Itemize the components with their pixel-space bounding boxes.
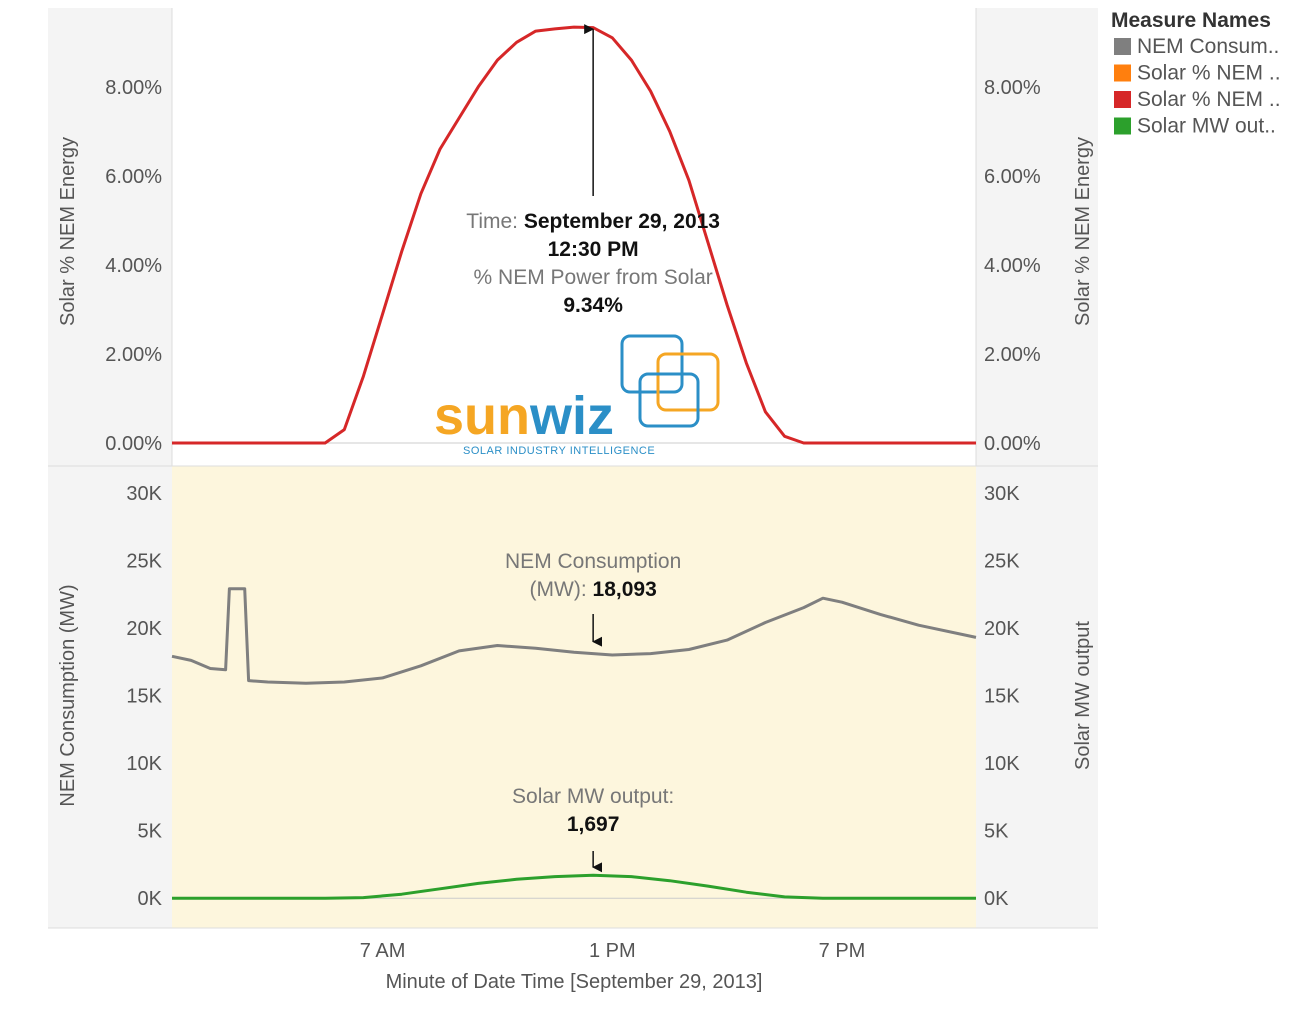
top-right-axis-title: Solar % NEM Energy bbox=[1072, 137, 1094, 326]
logo-text-wiz: wiz bbox=[529, 386, 614, 446]
top-left-tick-label: 2.00% bbox=[105, 344, 162, 366]
bottom-right-tick-label: 15K bbox=[984, 686, 1020, 708]
x-tick-label: 1 PM bbox=[589, 940, 636, 962]
x-tick-label: 7 AM bbox=[360, 940, 406, 962]
bottom-right-tick-label: 20K bbox=[984, 618, 1020, 640]
bottom-left-axis-title: NEM Consumption (MW) bbox=[57, 584, 79, 806]
annotation-metric-value: 9.34% bbox=[563, 294, 623, 317]
top-left-tick-label: 4.00% bbox=[105, 255, 162, 277]
bottom-right-axis-title: Solar MW output bbox=[1072, 621, 1094, 770]
bottom-left-tick-label: 10K bbox=[126, 753, 162, 775]
legend-swatch bbox=[1114, 38, 1131, 55]
bottom-right-tick-label: 10K bbox=[984, 753, 1020, 775]
bottom-left-tick-label: 30K bbox=[126, 483, 162, 505]
series-line bbox=[172, 873, 976, 900]
bottom-left-tick-label: 0K bbox=[138, 888, 163, 910]
legend-swatch bbox=[1114, 91, 1131, 108]
annotation-solar-value: 1,697 bbox=[567, 813, 620, 836]
annotation-consumption-value: 18,093 bbox=[593, 578, 657, 601]
annotations: Time: September 29, 2013 12:30 PM % NEM Po… bbox=[466, 24, 720, 873]
sunwiz-logo: sunwiz SOLAR INDUSTRY INTELLIGENCE bbox=[434, 334, 720, 457]
bottom-left-tick-label: 15K bbox=[126, 686, 162, 708]
bottom-left-tick-label: 20K bbox=[126, 618, 162, 640]
legend-item-label[interactable]: Solar % NEM .. bbox=[1137, 62, 1281, 85]
top-left-tick-label: 6.00% bbox=[105, 166, 162, 188]
legend-item-label[interactable]: NEM Consum.. bbox=[1137, 35, 1279, 58]
legend-swatch bbox=[1114, 64, 1131, 82]
top-left-tick-label: 8.00% bbox=[105, 77, 162, 99]
axis-titles: Solar % NEM Energy Solar % NEM Energy NEM … bbox=[57, 137, 1094, 993]
annotation-time: Time: September 29, 2013 bbox=[466, 210, 720, 233]
logo-text: sunwiz bbox=[434, 386, 614, 446]
annotation-solar-label: Solar MW output: bbox=[512, 785, 674, 808]
logo-square-blue-2 bbox=[638, 372, 700, 428]
top-right-tick-label: 6.00% bbox=[984, 166, 1041, 188]
annotation-consumption-label: NEM Consumption bbox=[505, 550, 681, 573]
bottom-right-tick-label: 0K bbox=[984, 888, 1009, 910]
top-right-tick-label: 4.00% bbox=[984, 255, 1041, 277]
series-lines bbox=[171, 25, 977, 900]
logo-square-orange bbox=[656, 352, 720, 412]
annotation-clock-value: 12:30 PM bbox=[548, 238, 639, 261]
bottom-left-tick-label: 25K bbox=[126, 550, 162, 572]
top-left-axis-title: Solar % NEM Energy bbox=[57, 137, 79, 326]
x-axis-title: Minute of Date Time [September 29, 2013] bbox=[386, 971, 763, 993]
legend-title: Measure Names bbox=[1111, 9, 1271, 32]
annotation-consumption-line2: (MW): 18,093 bbox=[530, 578, 657, 601]
bottom-plot-bg bbox=[172, 466, 976, 928]
legend-swatch bbox=[1114, 117, 1131, 135]
series-line bbox=[171, 587, 977, 685]
top-right-tick-label: 2.00% bbox=[984, 344, 1041, 366]
top-plot-bg bbox=[172, 8, 976, 466]
top-left-tick-label: 0.00% bbox=[105, 433, 162, 455]
series-line bbox=[172, 25, 976, 445]
top-right-tick-label: 0.00% bbox=[984, 433, 1041, 455]
x-tick-label: 7 PM bbox=[819, 940, 866, 962]
bottom-right-tick-label: 30K bbox=[984, 483, 1020, 505]
legend-item-label[interactable]: Solar % NEM .. bbox=[1137, 88, 1281, 111]
bottom-right-tick-label: 25K bbox=[984, 550, 1020, 572]
bottom-left-tick-label: 5K bbox=[138, 821, 163, 843]
annotation-time-value: September 29, 2013 bbox=[524, 210, 720, 233]
legend-item-label[interactable]: Solar MW out.. bbox=[1137, 115, 1276, 138]
annotation-time-label: Time: bbox=[466, 210, 524, 233]
bottom-right-tick-label: 5K bbox=[984, 821, 1009, 843]
annotation-consumption-unit: (MW): bbox=[530, 578, 593, 601]
legend: Measure Names NEM Consum.. Solar % NEM .. S… bbox=[1111, 9, 1281, 138]
logo-tagline: SOLAR INDUSTRY INTELLIGENCE bbox=[463, 445, 655, 457]
annotation-metric-label: % NEM Power from Solar bbox=[474, 266, 713, 289]
top-right-tick-label: 8.00% bbox=[984, 77, 1041, 99]
logo-square-blue-1 bbox=[620, 334, 684, 394]
logo-text-sun: sun bbox=[434, 386, 530, 446]
